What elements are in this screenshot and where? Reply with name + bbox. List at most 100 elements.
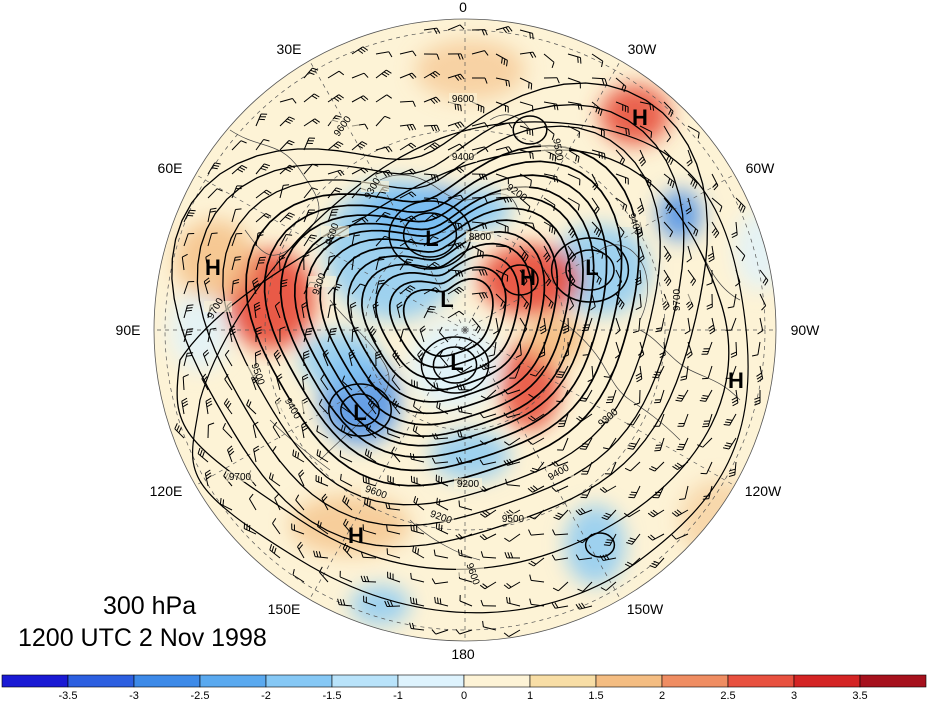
colorbar-swatch xyxy=(133,674,201,688)
wind-barb xyxy=(399,123,417,131)
wind-barb xyxy=(303,187,318,199)
wind-barb xyxy=(627,437,641,450)
wind-barb xyxy=(375,146,393,153)
wind-barb xyxy=(292,449,305,463)
wind-barb xyxy=(519,51,537,59)
wind-barb xyxy=(375,51,393,58)
wind-barb xyxy=(272,421,281,439)
wind-barb xyxy=(754,390,761,406)
wind-barb xyxy=(552,581,569,592)
wind-barb xyxy=(303,350,310,367)
wind-barb xyxy=(756,365,764,383)
wind-barb xyxy=(479,459,497,466)
longitude-label: 120W xyxy=(745,483,782,499)
wind-barb xyxy=(652,365,665,379)
wind-barb xyxy=(224,349,233,367)
wind-barb xyxy=(700,461,713,475)
colorbar-tick-label: -1.5 xyxy=(323,690,342,702)
wind-barb xyxy=(637,341,645,359)
wind-barb xyxy=(231,233,243,247)
wind-barb xyxy=(543,293,554,309)
colorbar-tick-label: 1.5 xyxy=(588,690,603,702)
wind-barb xyxy=(480,509,497,518)
wind-barb xyxy=(301,301,308,319)
wind-barb xyxy=(364,497,377,511)
wind-barb xyxy=(493,317,499,335)
contour-label: 9500 xyxy=(502,514,525,525)
wind-barb xyxy=(447,310,465,319)
wind-barb xyxy=(479,412,497,419)
wind-barb xyxy=(567,173,581,186)
wind-barb xyxy=(601,509,617,521)
wind-barb xyxy=(435,474,449,487)
wind-barb xyxy=(519,293,530,310)
wind-barb xyxy=(655,317,665,333)
wind-barb xyxy=(362,476,377,487)
wind-barb xyxy=(279,116,295,127)
wind-barb xyxy=(663,149,674,165)
wind-barb xyxy=(268,472,281,487)
wind-barb xyxy=(615,245,622,263)
wind-barb xyxy=(624,461,641,472)
wind-barb xyxy=(207,422,215,439)
wind-barb xyxy=(527,437,545,445)
wind-barb xyxy=(635,293,642,311)
wind-barb xyxy=(253,301,261,319)
wind-barb xyxy=(495,269,509,282)
wind-barb xyxy=(399,100,416,107)
wind-barb xyxy=(599,554,617,561)
closed-contour-0 xyxy=(402,212,458,258)
wind-barb xyxy=(731,221,738,239)
colorbar-tick-label: -1 xyxy=(393,690,403,702)
wind-barb xyxy=(615,173,629,185)
wind-barb xyxy=(591,101,603,116)
wind-barb xyxy=(447,242,465,250)
wind-barb xyxy=(399,215,417,223)
wind-barb xyxy=(318,566,329,583)
wind-barb xyxy=(392,350,401,367)
wind-barb xyxy=(575,507,593,516)
longitude-label: 60W xyxy=(746,160,776,176)
colorbar-swatch xyxy=(661,674,729,688)
wind-barb xyxy=(519,221,535,230)
wind-barb xyxy=(663,101,674,117)
contour-6 xyxy=(319,207,571,426)
wind-barb xyxy=(295,494,305,511)
wind-barb xyxy=(527,413,545,422)
wind-barb xyxy=(567,77,581,89)
map-border xyxy=(153,18,777,642)
wind-barb xyxy=(339,450,353,463)
wind-barb xyxy=(699,389,713,402)
colorbar: -3.5 -3 -2.5 -2 -1.5 -1 0 1 1.5 2 2.5 3 3.5 xyxy=(1,674,927,702)
wind-barb xyxy=(495,53,508,67)
wind-barb xyxy=(562,341,569,358)
wind-barb xyxy=(567,245,577,262)
wind-barb xyxy=(591,125,605,137)
wind-barb xyxy=(375,235,391,247)
wind-barb xyxy=(327,187,343,199)
wind-barb xyxy=(647,533,665,541)
wind-barb xyxy=(628,485,641,499)
contour-label: 9600 xyxy=(452,94,475,105)
wind-barb xyxy=(751,341,761,357)
wind-barb xyxy=(273,349,282,367)
wind-barb xyxy=(447,53,464,60)
wind-barb xyxy=(207,207,217,223)
wind-barb xyxy=(183,281,195,295)
wind-barb xyxy=(410,572,425,583)
wind-barb xyxy=(627,413,641,426)
wind-barb xyxy=(387,475,401,487)
wind-barb xyxy=(279,98,297,104)
wind-barb xyxy=(342,495,353,511)
wind-barb xyxy=(205,397,213,415)
wind-barb xyxy=(528,557,545,567)
center-high-central-asia: H xyxy=(205,255,221,280)
longitude-label: 0 xyxy=(459,0,467,15)
wind-barb xyxy=(342,542,353,559)
longitude-label: 180 xyxy=(451,646,475,662)
wind-barb xyxy=(471,146,489,153)
closed-contour-5 xyxy=(420,336,490,394)
wind-barb xyxy=(735,245,746,262)
longitude-label: 60E xyxy=(158,160,183,176)
